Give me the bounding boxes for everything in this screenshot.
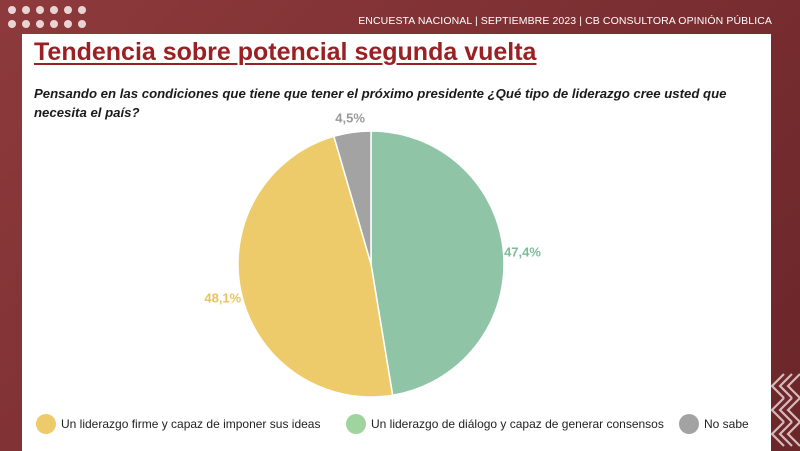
pie-label-no-sabe: 4,5% xyxy=(335,111,365,126)
slide-title: Tendencia sobre potencial segunda vuelta xyxy=(34,38,537,66)
decorative-chevrons xyxy=(770,373,800,447)
legend-swatch-no-sabe xyxy=(679,414,699,434)
legend-label-firme: Un liderazgo firme y capaz de imponer su… xyxy=(61,417,321,431)
decorative-dot xyxy=(78,20,86,28)
decorative-dot xyxy=(22,6,30,14)
decorative-dot xyxy=(36,6,44,14)
slide-card: Tendencia sobre potencial segunda vuelta… xyxy=(22,34,771,451)
decorative-dot xyxy=(22,20,30,28)
legend-swatch-firme xyxy=(36,414,56,434)
decorative-dot xyxy=(64,6,72,14)
legend-swatch-dialogo xyxy=(346,414,366,434)
decorative-dots xyxy=(8,6,88,28)
pie-slice-firme xyxy=(237,135,394,398)
decorative-dot xyxy=(8,6,16,14)
decorative-dot xyxy=(36,20,44,28)
decorative-dot xyxy=(78,6,86,14)
survey-question: Pensando en las condiciones que tiene qu… xyxy=(34,86,727,120)
pie-label-dialogo: 47,4% xyxy=(504,245,541,260)
pie-slice-no-sabe xyxy=(332,130,372,265)
legend-label-dialogo: Un liderazgo de diálogo y capaz de gener… xyxy=(371,417,664,431)
decorative-dot xyxy=(50,20,58,28)
decorative-dot xyxy=(64,20,72,28)
legend-label-no-sabe: No sabe xyxy=(704,417,749,431)
decorative-dot xyxy=(8,20,16,28)
chart-legend: Un liderazgo firme y capaz de imponer su… xyxy=(36,412,771,436)
pie-slice-dialogo xyxy=(370,130,505,397)
pie-chart: 47,4% 48,1% 4,5% xyxy=(204,111,541,398)
decorative-dot xyxy=(50,6,58,14)
survey-header: ENCUESTA NACIONAL | SEPTIEMBRE 2023 | CB… xyxy=(358,15,772,27)
pie-label-firme: 48,1% xyxy=(204,291,241,306)
